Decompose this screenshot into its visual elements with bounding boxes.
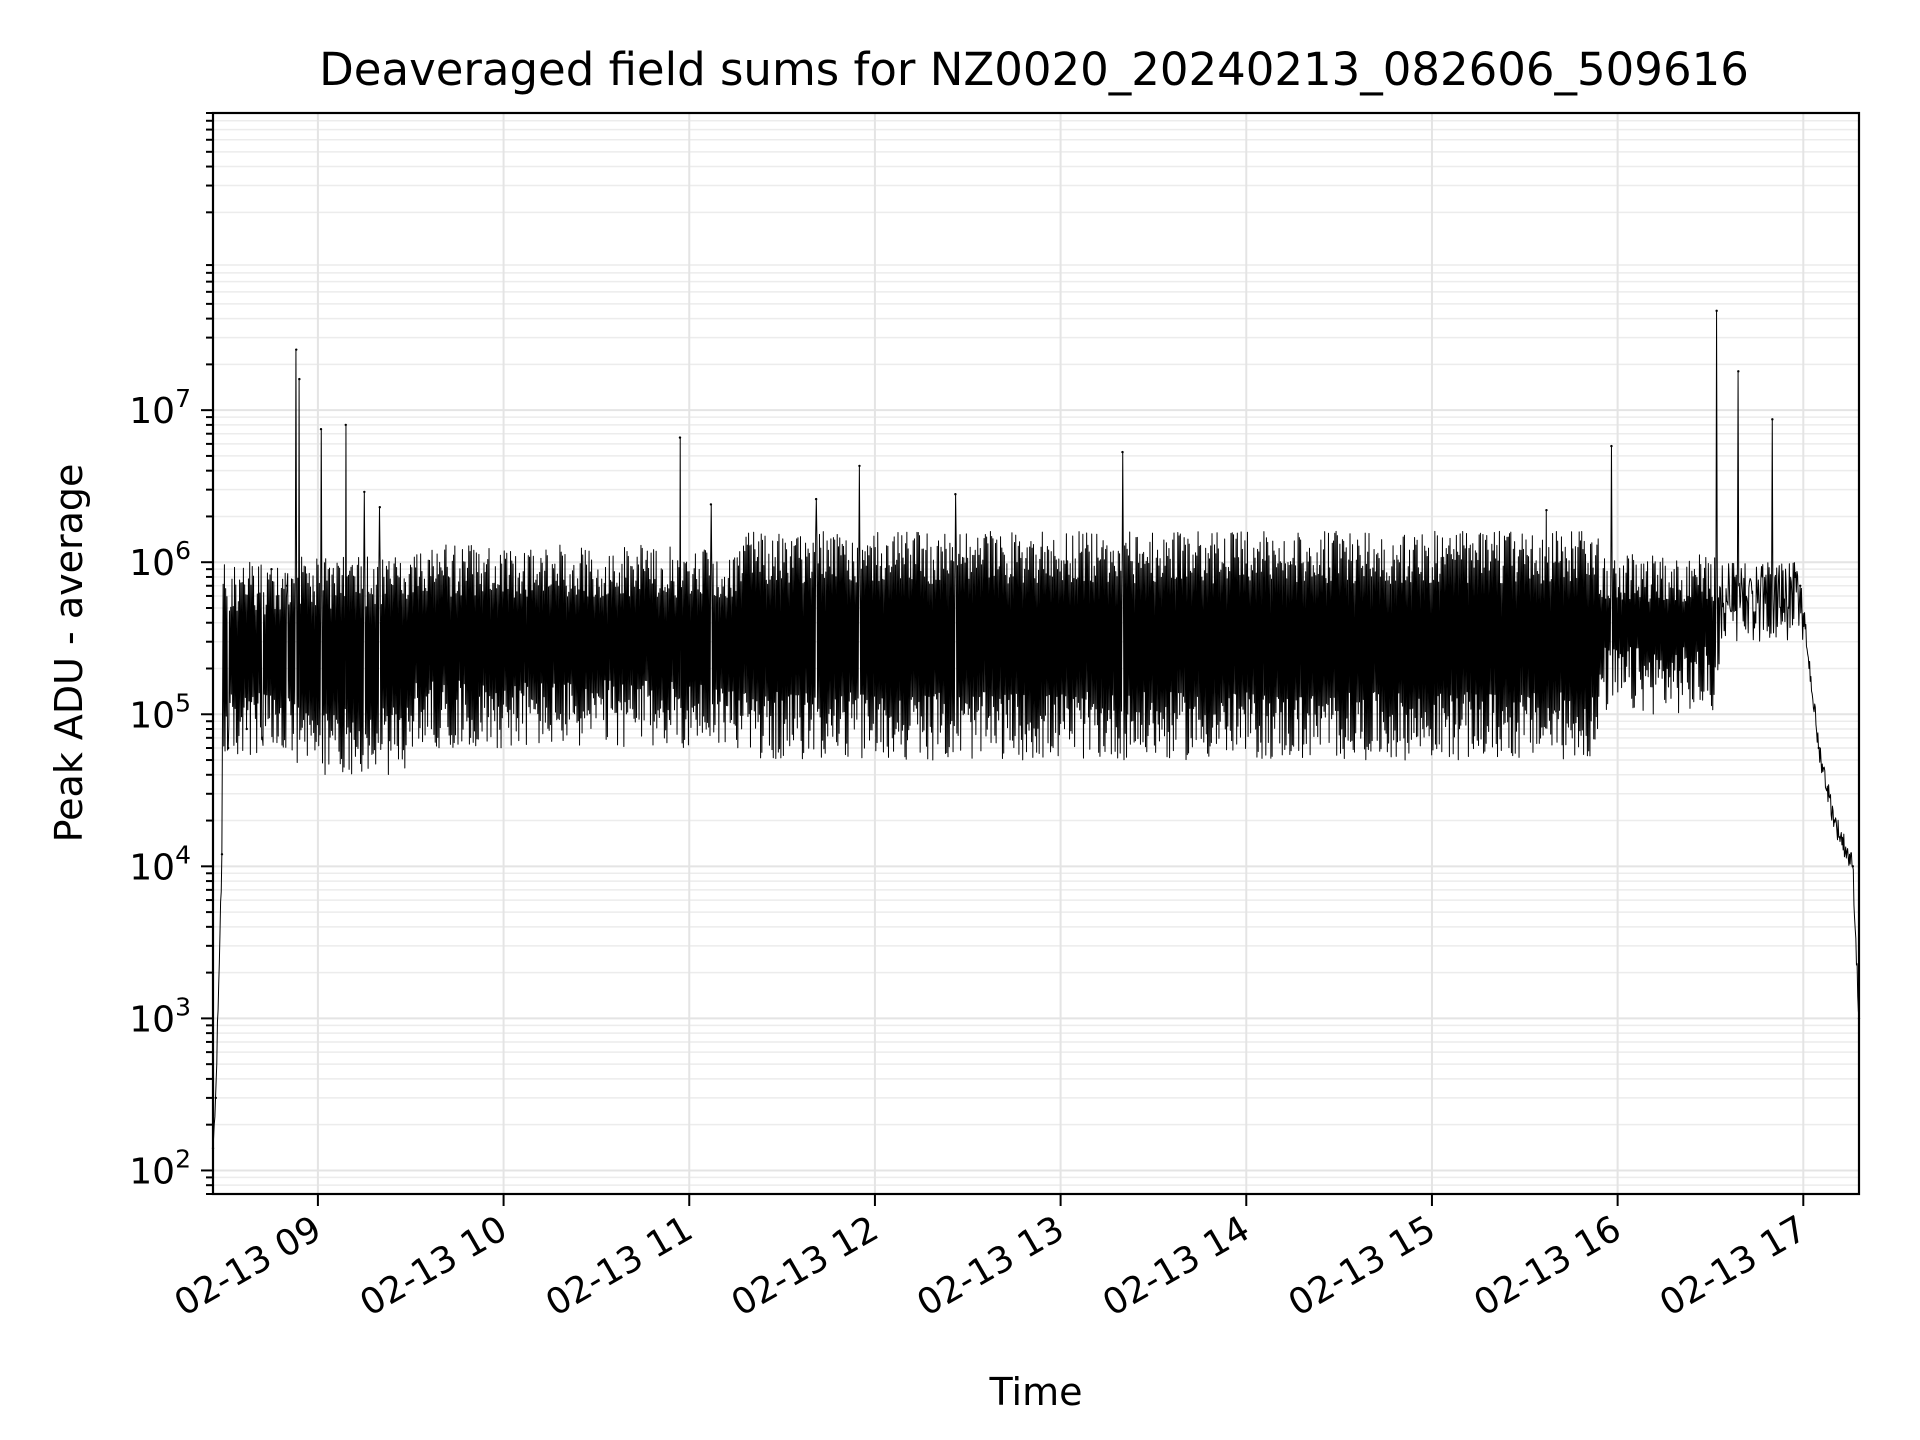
x-tick-label: 02-13 17	[1653, 1208, 1814, 1324]
data-point	[378, 506, 381, 509]
data-point	[678, 436, 682, 439]
x-tick-label: 02-13 10	[353, 1208, 514, 1324]
y-tick-exponent: 5	[175, 688, 191, 717]
data-point	[1715, 309, 1718, 313]
data-point	[270, 567, 273, 571]
data-point	[1833, 819, 1836, 822]
data-point	[1799, 584, 1802, 587]
data-point	[814, 497, 818, 501]
y-tick-base: 10	[129, 999, 175, 1040]
chart-title: Deaveraged field sums for NZ0020_2024021…	[319, 43, 1749, 96]
x-tick-label: 02-13 09	[168, 1208, 329, 1324]
y-tick-exponent: 2	[175, 1144, 191, 1173]
y-tick-base: 10	[129, 1151, 175, 1192]
grid	[213, 112, 1859, 1195]
x-axis-ticks: 02-13 09 02-13 10 02-13 11 02-13 12 02-13 13…	[168, 1194, 1814, 1325]
data-point	[344, 423, 347, 427]
data-point	[954, 493, 957, 496]
x-tick-label: 02-13 14	[1096, 1208, 1257, 1324]
data-point	[319, 427, 323, 431]
x-tick-label: 02-13 13	[910, 1208, 1071, 1324]
y-tick-label: 105	[129, 688, 191, 736]
y-tick-base: 10	[129, 543, 175, 584]
data-point	[1771, 418, 1774, 421]
x-tick-label: 02-13 16	[1467, 1208, 1628, 1324]
data-point	[858, 464, 861, 468]
x-axis-label: Time	[989, 1370, 1083, 1414]
y-tick-base: 10	[129, 695, 175, 736]
plot-area-frame	[211, 111, 1861, 1196]
x-tick-label: 02-13 11	[539, 1208, 700, 1324]
data-point	[1817, 746, 1820, 750]
data-point	[295, 348, 298, 351]
data-point	[1851, 865, 1855, 868]
data-point	[1121, 450, 1124, 454]
data-point	[298, 377, 301, 381]
y-tick-label: 107	[129, 384, 191, 432]
y-tick-exponent: 7	[175, 384, 191, 413]
y-tick-exponent: 6	[175, 536, 191, 565]
data-point	[285, 584, 289, 587]
data-point	[709, 503, 713, 506]
y-tick-label: 104	[129, 840, 191, 888]
y-tick-label: 103	[129, 992, 191, 1040]
data-point	[1737, 370, 1740, 373]
x-tick-label: 02-13 15	[1282, 1208, 1443, 1324]
y-tick-base: 10	[129, 391, 175, 432]
data-point	[245, 727, 248, 731]
data-point	[214, 1096, 217, 1100]
y-axis-label: Peak ADU - average	[47, 464, 91, 843]
x-tick-label: 02-13 12	[725, 1208, 886, 1324]
data-point	[1610, 444, 1613, 448]
data-point	[226, 746, 230, 750]
data-point	[220, 853, 224, 856]
y-tick-label: 106	[129, 536, 191, 584]
data-point	[261, 736, 264, 740]
series-line	[212, 310, 1860, 1149]
data-point	[1545, 508, 1548, 512]
y-tick-base: 10	[129, 847, 175, 888]
y-tick-exponent: 3	[175, 992, 191, 1021]
y-tick-exponent: 4	[175, 840, 191, 869]
y-tick-label: 102	[129, 1144, 191, 1192]
data-point	[363, 490, 366, 494]
series-layer	[211, 309, 1861, 1150]
